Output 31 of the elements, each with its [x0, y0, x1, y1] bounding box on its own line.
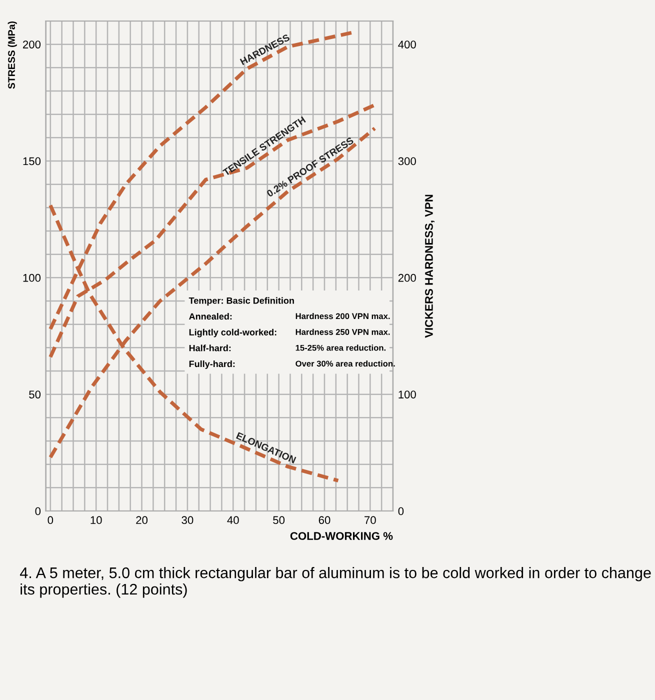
- y2-tick-label: 300: [398, 157, 416, 166]
- y-tick-label: 200: [23, 40, 41, 48]
- y-tick-label: 50: [29, 390, 41, 398]
- annotation: 15-25% area reduction.: [296, 344, 386, 351]
- x-tick-label: 70: [364, 516, 376, 524]
- y2-tick-label: 200: [398, 274, 416, 282]
- x-tick-label: 50: [273, 516, 285, 524]
- annotation: Annealed:: [189, 312, 232, 320]
- y2-tick-label: 0: [398, 507, 404, 516]
- y2-tick-label: 100: [398, 390, 416, 398]
- x-tick-label: 20: [136, 516, 148, 524]
- annotation: Over 30% area reduction.: [296, 360, 395, 367]
- y-tick-label: 0: [35, 507, 41, 516]
- annotation: Hardness 200 VPN max.: [296, 312, 390, 320]
- annotation: Temper: Basic Definition: [188, 297, 294, 306]
- annotation: Hardness 250 VPN max.: [296, 328, 390, 335]
- y-tick-label: 150: [23, 157, 41, 166]
- annotation: Lightly cold-worked:: [189, 328, 276, 338]
- x-axis-title: COLD-WORKING %: [290, 532, 393, 540]
- annotation: Fully-hard:: [189, 360, 235, 369]
- y2-axis-title: VICKERS HARDNESS, VPN: [425, 194, 435, 338]
- annotation: Half-hard:: [189, 344, 231, 352]
- x-tick-label: 60: [318, 516, 330, 524]
- x-tick-label: 30: [182, 516, 194, 524]
- y-axis-title: STRESS (MPa): [8, 21, 17, 89]
- x-tick-label: 0: [48, 516, 54, 524]
- y-tick-label: 100: [23, 274, 41, 282]
- y2-tick-label: 400: [398, 40, 416, 48]
- x-tick-label: 40: [227, 516, 239, 524]
- text: 4. A 5 meter, 5.0 cm thick rectangular bar of aluminum is to be cold worked in order to change its properties. (12 points): [20, 567, 651, 598]
- x-tick-label: 10: [90, 516, 102, 524]
